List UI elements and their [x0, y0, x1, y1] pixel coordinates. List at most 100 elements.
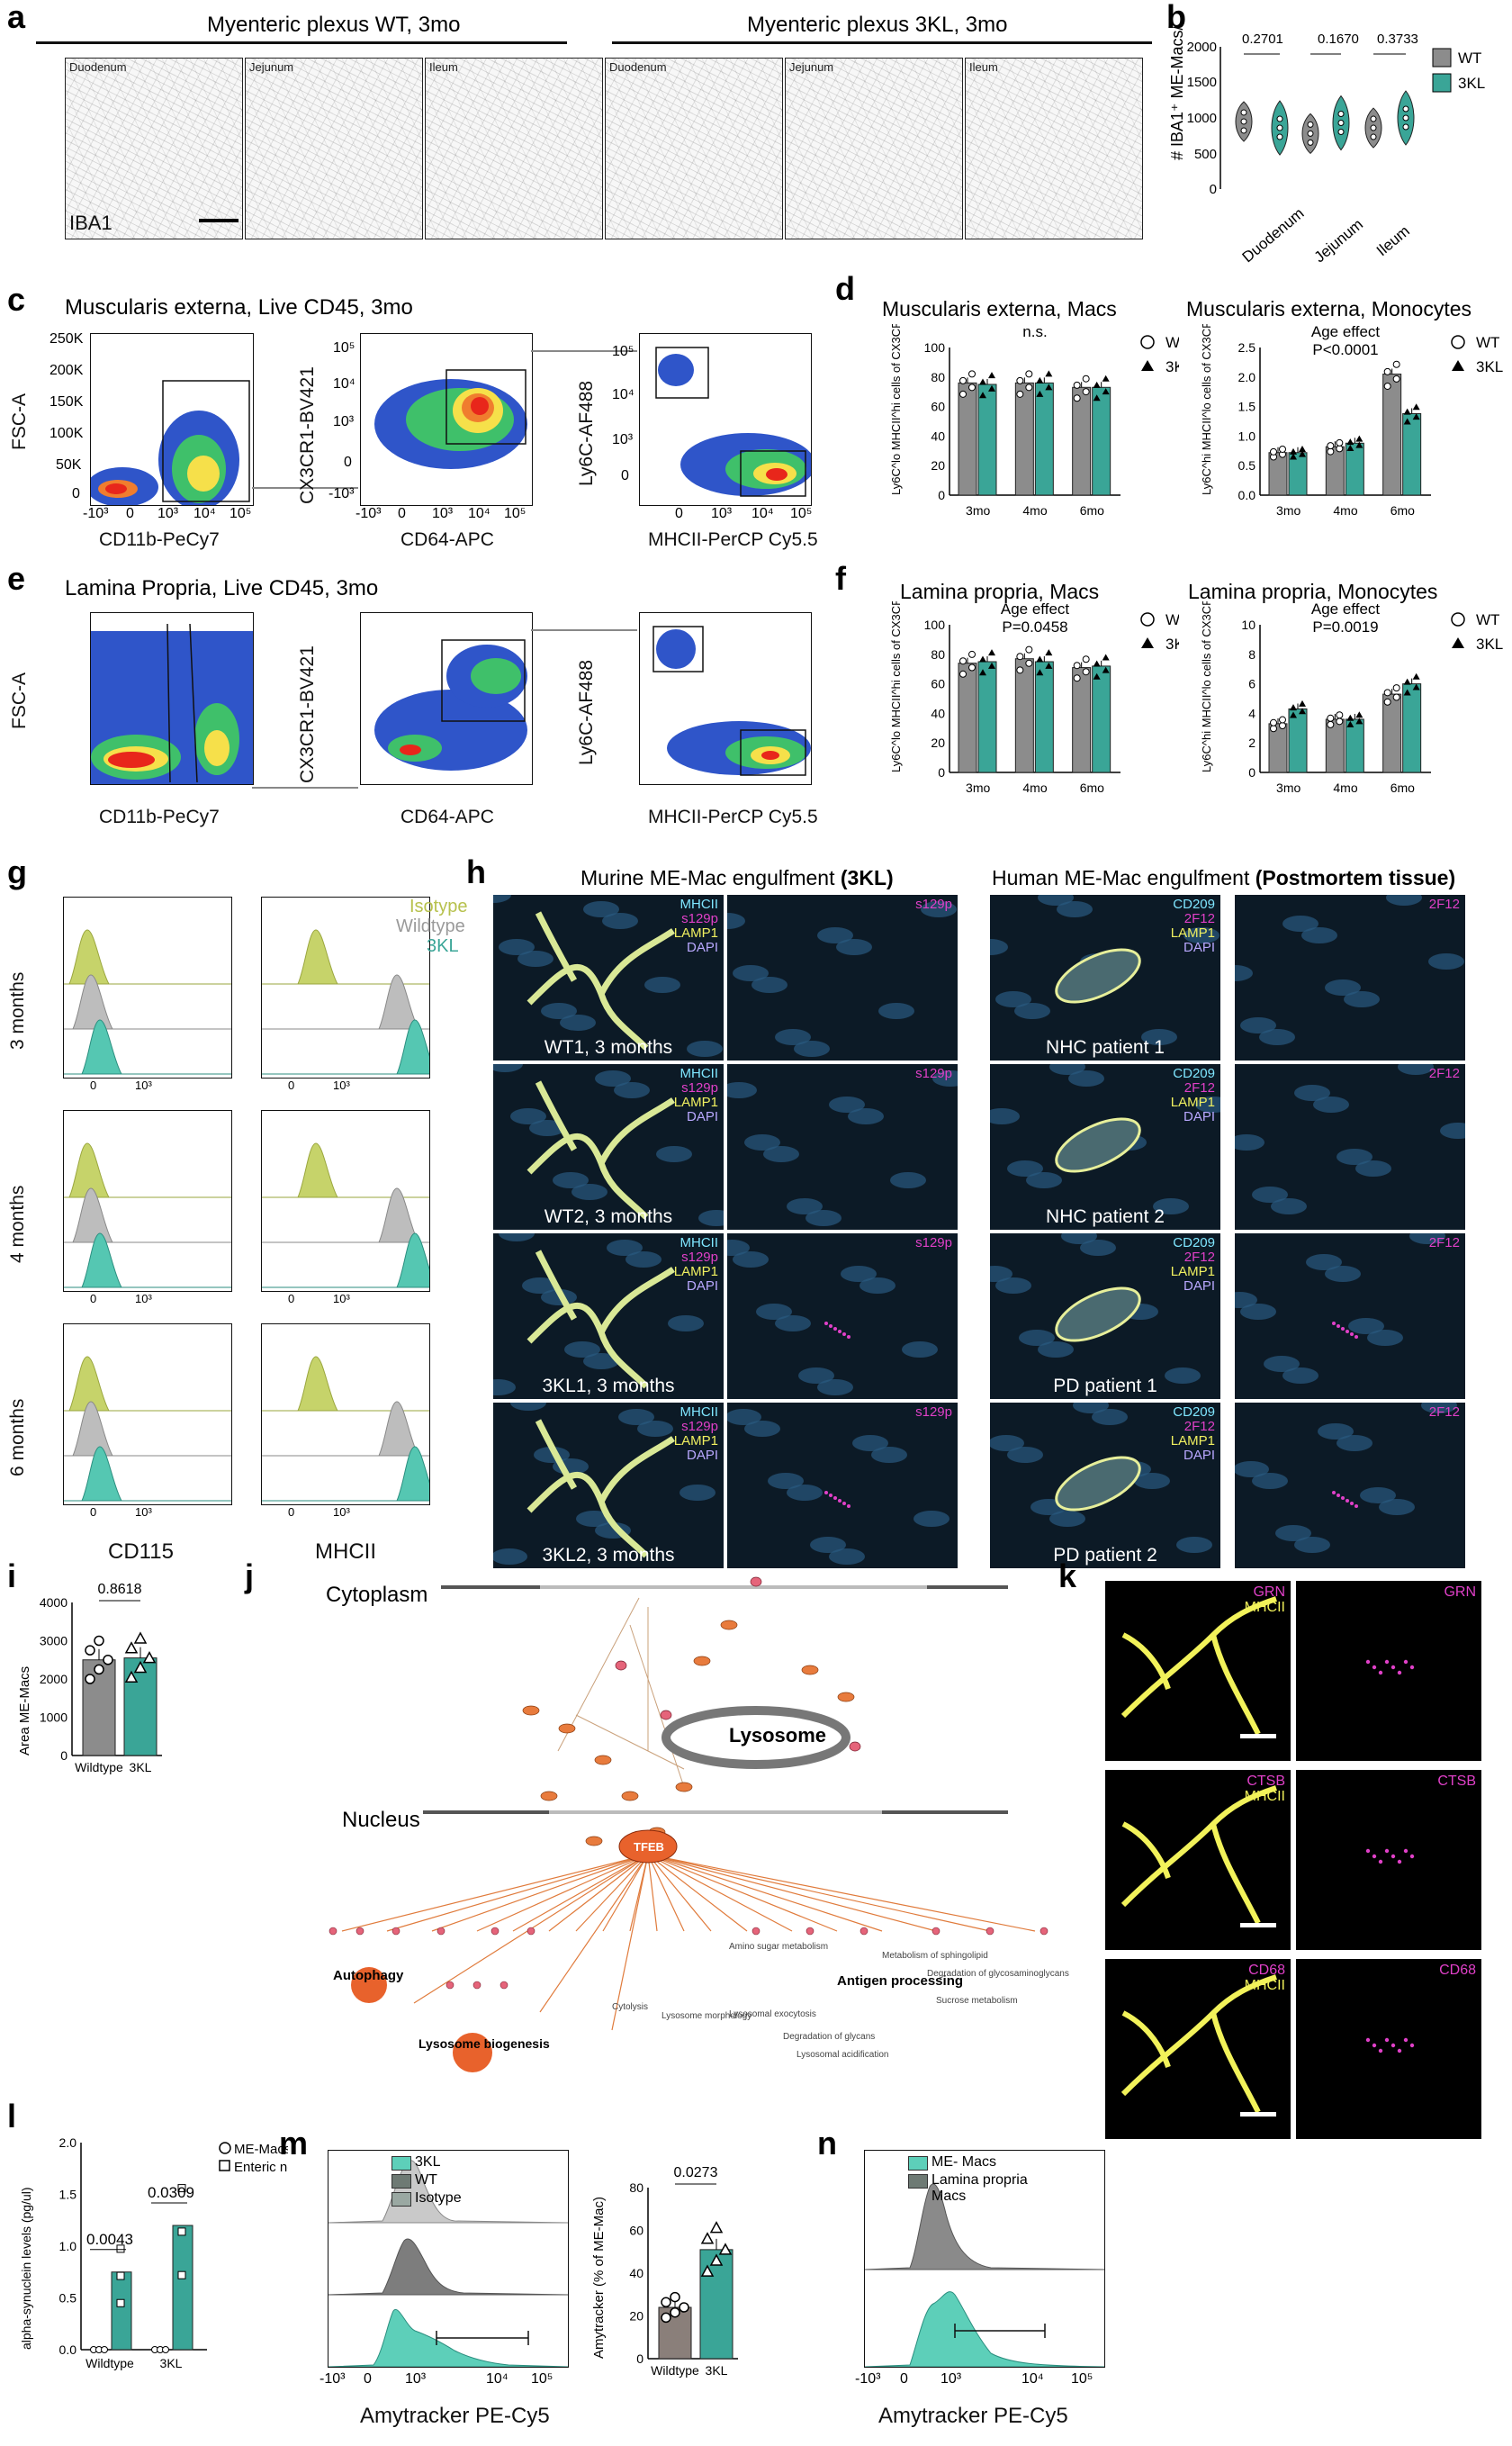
legend-wt-marker — [1140, 335, 1155, 349]
ytick: 100 — [924, 340, 946, 355]
data-point — [1412, 683, 1420, 690]
data-point — [700, 2232, 715, 2244]
xtick: 10³ — [940, 2371, 962, 2387]
legend-3kl: 3KL — [1476, 358, 1503, 375]
e1-xlabel: CD11b-PeCy7 — [99, 807, 220, 827]
data-point — [1299, 450, 1306, 457]
legend-3kl-marker — [1141, 360, 1154, 371]
fluorescence-image: 3KL2, 3 months MHCII s129p LAMP1 DAPI — [493, 1403, 724, 1568]
fluorescence-image: 2F12 — [1235, 1233, 1465, 1399]
channel-labels: CTSB MHCII — [1244, 1774, 1285, 1804]
data-point — [1093, 660, 1101, 667]
gate-arrow — [531, 350, 637, 352]
k-single-image: CD68 — [1296, 1959, 1481, 2139]
histogram-curve — [262, 1401, 429, 1457]
ytick: 1.5 — [59, 2188, 77, 2202]
data-point — [85, 1674, 95, 1684]
bar-enteric-neuron — [111, 2271, 132, 2351]
data-point — [124, 1670, 139, 1683]
xtick: 4mo — [1333, 781, 1357, 795]
xtick: 0 — [288, 1292, 295, 1305]
tile-label: Jejunum — [249, 60, 294, 74]
data-point — [116, 2298, 125, 2307]
data-point — [1337, 111, 1345, 118]
xtick: Wildtype — [86, 2356, 134, 2370]
ytick: 150K — [50, 394, 84, 410]
bar-wt — [1325, 718, 1345, 773]
data-point — [1082, 668, 1090, 676]
data-point — [1299, 700, 1306, 707]
fluorescence-image: 3KL1, 3 months MHCII s129p LAMP1 DAPI — [493, 1233, 724, 1399]
pathway-label: Amino sugar metabolism — [729, 1942, 828, 1952]
ytick: 4 — [1248, 706, 1256, 720]
ytick: 80 — [629, 2180, 644, 2195]
xtick: 3mo — [1276, 781, 1300, 795]
histogram-curve — [64, 1356, 231, 1412]
ytick: 0 — [344, 455, 352, 470]
ytick: -10³ — [328, 486, 355, 501]
data-point — [103, 1655, 113, 1665]
scale-bar — [199, 219, 238, 222]
data-point — [1370, 115, 1377, 122]
image-caption: 3KL2, 3 months — [542, 1545, 675, 1566]
xtick: 0 — [288, 1505, 295, 1519]
channel-labels: 2F12 — [1428, 1066, 1460, 1081]
ytick: 1500 — [1187, 75, 1217, 90]
ytick: 10⁴ — [612, 387, 634, 402]
density-plot — [374, 639, 527, 771]
data-point — [1327, 447, 1335, 456]
bar-wt — [1325, 446, 1345, 496]
pathway-label: Metabolism of sphingolipid — [882, 1951, 988, 1961]
ytick: 2.0 — [59, 2135, 77, 2150]
legend-3kl: 3KL — [1166, 636, 1179, 653]
pvalue: 0.8618 — [98, 1582, 142, 1597]
xtick: 10³ — [135, 1505, 152, 1519]
data-point — [94, 1664, 104, 1675]
ytick: 50K — [56, 457, 82, 473]
data-point — [1102, 666, 1110, 673]
facs-plot-e3 — [639, 612, 812, 785]
xtick: 4mo — [1022, 781, 1047, 795]
histogram-curve — [262, 1019, 429, 1075]
data-point — [1403, 689, 1411, 696]
fluorescence-image: 2F12 — [1235, 895, 1465, 1061]
g-xlabel-mhcii: MHCII — [315, 1539, 376, 1564]
ytick: 2 — [1248, 736, 1256, 750]
channel-labels: 2F12 — [1428, 1235, 1460, 1250]
histogram-curve — [64, 1446, 231, 1502]
pvalue: 0.1670 — [1318, 32, 1359, 47]
ytick: 8 — [1248, 647, 1256, 662]
bar-3kl — [1092, 386, 1112, 496]
data-point — [968, 370, 976, 378]
channel-labels: MHCII s129p LAMP1 DAPI — [673, 1235, 718, 1294]
panel-i-letter: i — [7, 1557, 17, 1594]
e2-ylabel: CX3CR1-BV421 — [297, 645, 318, 783]
xtick: 4mo — [1022, 503, 1047, 518]
legend-swatch-3kl — [392, 2156, 411, 2171]
ytick: 10⁴ — [333, 376, 356, 392]
fluorescence-image: s129p — [727, 1064, 958, 1230]
density-plot — [374, 369, 527, 469]
xtick: 0 — [90, 1079, 97, 1092]
channel-labels: GRN MHCII — [1244, 1584, 1285, 1615]
micrograph-3kl-jejunum: Jejunum — [785, 58, 963, 239]
axis-label-y: Ly6C^lo MHCII^hi cells of CX3CR1⁺ CD64⁺ … — [889, 601, 903, 772]
legend-swatch-wt — [1432, 48, 1452, 68]
ytick: 1.5 — [1238, 400, 1256, 414]
data-point — [1045, 384, 1053, 391]
data-point — [1276, 115, 1283, 122]
legend-swatch-me-macs — [908, 2156, 928, 2171]
facs-plot-c2 — [360, 333, 533, 506]
ytick: 20 — [629, 2309, 644, 2324]
histogram-curve — [262, 1446, 429, 1502]
data-point — [116, 2244, 125, 2253]
ytick: 3000 — [40, 1634, 68, 1648]
panel-j-pathway-diagram: Cytoplasm Nucleus Lysosome TFEB — [326, 1576, 1069, 2072]
legend-3kl: 3KL — [1458, 75, 1485, 92]
annotation: Age effect — [1001, 601, 1070, 618]
data-point — [133, 1660, 148, 1674]
annotation: P=0.0458 — [1002, 618, 1067, 636]
data-point — [1082, 388, 1090, 396]
pathway-label: Lysosomal exocytosis — [729, 2009, 816, 2019]
data-point — [988, 384, 995, 392]
